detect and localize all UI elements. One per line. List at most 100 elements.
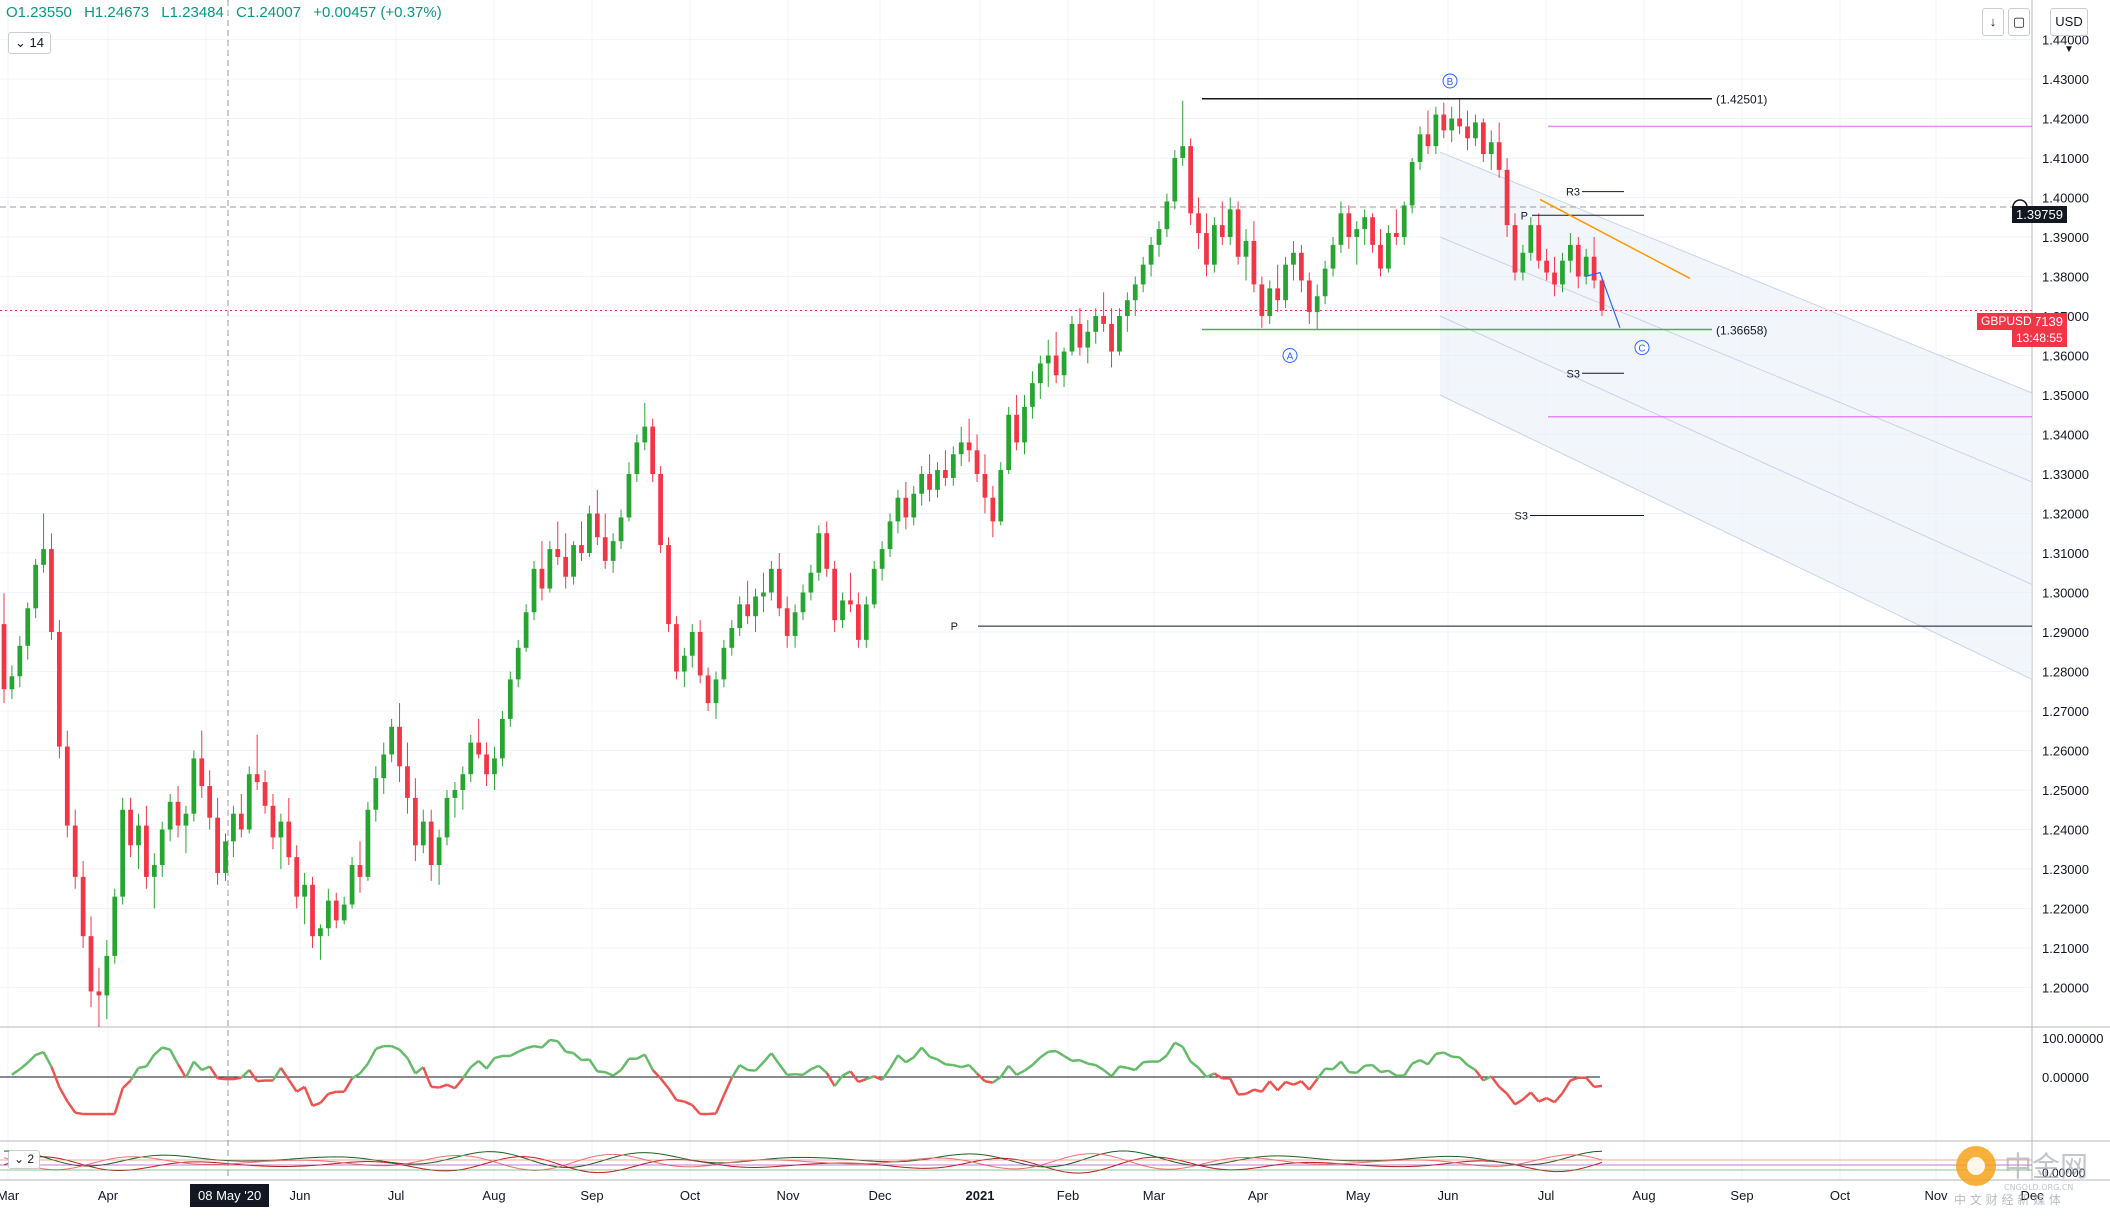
stochastic-segment	[1578, 1167, 1586, 1169]
oscillator-segment	[1191, 1062, 1199, 1068]
candle-body	[437, 837, 442, 865]
oscillator-segment	[281, 1068, 289, 1080]
stochastic-segment	[1460, 1161, 1468, 1162]
oscillator-segment	[771, 1053, 779, 1064]
crosshair-price: 1.39759	[2016, 207, 2063, 222]
oscillator-segment	[313, 1103, 321, 1106]
candle-body	[1584, 257, 1589, 277]
stochastic-segment	[1293, 1157, 1301, 1158]
stochastic-segment	[146, 1166, 154, 1167]
osc-tick-label: 0.00000	[2042, 1070, 2089, 1085]
oscillator-segment	[518, 1048, 526, 1052]
stochastic-segment	[1088, 1156, 1096, 1159]
stochastic-segment	[985, 1159, 993, 1160]
stochastic-segment	[502, 1157, 510, 1158]
oscillator-segment	[1531, 1092, 1539, 1101]
crosshair-date: 08 May '20	[198, 1188, 261, 1203]
oscillator-segment	[1555, 1093, 1563, 1102]
stochastic-segment	[581, 1157, 589, 1159]
candle-body	[990, 498, 995, 522]
stochastic-segment	[1499, 1162, 1507, 1163]
candle-body	[271, 806, 276, 838]
candle-body	[318, 928, 323, 936]
stochastic-segment	[115, 1157, 123, 1158]
candle-body	[888, 521, 893, 549]
candle-body	[777, 569, 782, 609]
candle-body	[239, 814, 244, 830]
candle-body	[998, 470, 1003, 521]
oscillator-chip[interactable]: ⌄ 2	[8, 1150, 40, 1169]
stochastic-segment	[811, 1162, 819, 1163]
candle-body	[1370, 217, 1375, 245]
oscillator-segment	[811, 1066, 819, 1070]
candle-body	[1275, 288, 1280, 300]
oscillator-segment	[684, 1102, 692, 1106]
oscillator-segment	[1199, 1068, 1207, 1077]
stochastic-segment	[407, 1166, 415, 1168]
stochastic-segment	[1206, 1167, 1214, 1168]
stochastic-segment	[597, 1155, 605, 1156]
oscillator-segment	[218, 1078, 226, 1079]
candle-body	[737, 604, 742, 628]
stochastic-segment	[1222, 1162, 1230, 1163]
oscillator-segment	[858, 1079, 866, 1082]
stochastic-segment	[1586, 1152, 1594, 1153]
oscillator-segment	[803, 1069, 811, 1075]
stochastic-segment	[1444, 1161, 1452, 1162]
stochastic-segment	[1460, 1163, 1468, 1164]
candle-body	[1291, 253, 1296, 265]
candle-body	[729, 628, 734, 648]
oscillator-segment	[542, 1040, 550, 1048]
oscillator-segment	[162, 1048, 170, 1050]
chevron-down-icon: ⌄	[15, 35, 26, 50]
wave-label: C	[1638, 344, 1645, 355]
chevron-down-icon: ⌄	[14, 1152, 24, 1166]
x-tick-label: Oct	[1830, 1188, 1851, 1203]
candle-body	[25, 608, 30, 646]
oscillator-segment	[1088, 1064, 1096, 1065]
candle-body	[358, 865, 363, 877]
stochastic-segment	[431, 1157, 439, 1158]
stochastic-segment	[566, 1162, 574, 1165]
y-tick-label: 1.34000	[2042, 428, 2089, 443]
oscillator-segment	[352, 1073, 360, 1078]
stochastic-segment	[67, 1160, 75, 1162]
stochastic-segment	[1562, 1171, 1570, 1172]
candle-body	[1378, 245, 1383, 269]
oscillator-segment	[882, 1069, 890, 1080]
candle-body	[81, 877, 86, 936]
x-tick-label: Mar	[1143, 1188, 1166, 1203]
stochastic-segment	[471, 1152, 479, 1153]
candle-body	[547, 549, 552, 589]
candle-body	[1157, 229, 1162, 245]
stochastic-segment	[510, 1154, 518, 1156]
stochastic-segment	[1214, 1168, 1222, 1169]
candle-body	[682, 656, 687, 672]
candle-body	[1521, 253, 1526, 273]
currency-label: USD	[2055, 14, 2082, 29]
stochastic-segment	[1357, 1162, 1365, 1163]
oscillator-segment	[613, 1070, 621, 1076]
x-tick-label: Aug	[482, 1188, 505, 1203]
oscillator-segment	[1547, 1098, 1555, 1102]
indicator-chip[interactable]: ⌄ 14	[8, 32, 51, 54]
oscillator-segment	[1594, 1086, 1602, 1087]
oscillator-segment	[44, 1052, 52, 1067]
candle-body	[263, 782, 268, 806]
stochastic-segment	[581, 1171, 589, 1172]
currency-select[interactable]: USD ▼	[2050, 8, 2088, 36]
stochastic-segment	[336, 1162, 344, 1163]
fullscreen-icon[interactable]: ▢	[2008, 8, 2030, 36]
candle-body	[1093, 316, 1098, 332]
download-icon[interactable]: ↓	[1982, 8, 2004, 36]
y-tick-label: 1.42000	[2042, 112, 2089, 127]
candle-body	[1481, 122, 1486, 154]
candle-body	[856, 604, 861, 640]
candle-body	[508, 679, 513, 719]
stochastic-segment	[945, 1155, 953, 1156]
x-tick-label: Aug	[1632, 1188, 1655, 1203]
oscillator-segment	[447, 1085, 455, 1089]
oscillator-segment	[431, 1087, 439, 1088]
stochastic-segment	[550, 1161, 558, 1164]
